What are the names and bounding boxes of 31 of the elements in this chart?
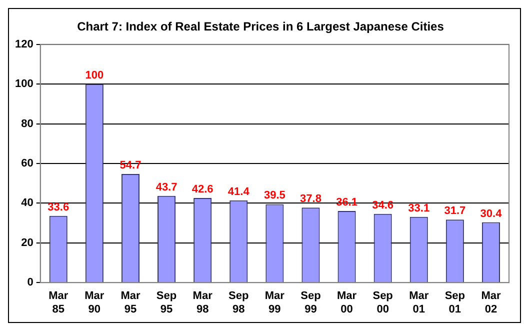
y-tick-label: 20 [21, 236, 34, 249]
data-label: 43.7 [156, 181, 178, 194]
x-tick-label: Sep 98 [228, 290, 249, 316]
x-tick-label: Mar 95 [120, 290, 141, 316]
data-label: 37.8 [300, 193, 322, 206]
y-tick-label: 120 [14, 38, 34, 50]
x-tick-label: Mar 00 [336, 290, 358, 316]
data-label: 33.1 [408, 202, 430, 214]
data-label: 31.7 [444, 205, 466, 218]
data-label: 30.4 [480, 208, 503, 220]
y-tick-label: 80 [21, 118, 34, 130]
data-label: 100 [85, 70, 104, 82]
x-tick-label: Mar 85 [48, 290, 69, 316]
y-tick-label: 40 [21, 197, 34, 210]
x-tick-label: Sep 00 [372, 290, 394, 316]
x-tick-label: Sep 95 [156, 290, 177, 316]
x-tick-label: Mar 02 [481, 290, 502, 316]
data-label: 33.6 [48, 201, 70, 214]
data-label: 42.6 [192, 184, 214, 196]
y-tick-label: 60 [21, 158, 34, 170]
x-tick-label: Mar 01 [409, 290, 430, 316]
data-label: 39.5 [264, 190, 286, 202]
x-tick-label: Sep 01 [444, 290, 466, 316]
x-tick-label: Mar 99 [264, 290, 286, 316]
y-tick-label: 100 [14, 78, 34, 90]
x-tick-label: Mar 90 [84, 290, 105, 316]
y-tick-label: 0 [27, 276, 34, 289]
data-label: 41.4 [228, 186, 250, 198]
x-tick-label: Mar 98 [192, 290, 214, 316]
x-tick-label: Sep 99 [300, 290, 322, 316]
chart-title: Chart 7: Index of Real Estate Prices in 6 Largest Japanese Cities [77, 20, 444, 34]
